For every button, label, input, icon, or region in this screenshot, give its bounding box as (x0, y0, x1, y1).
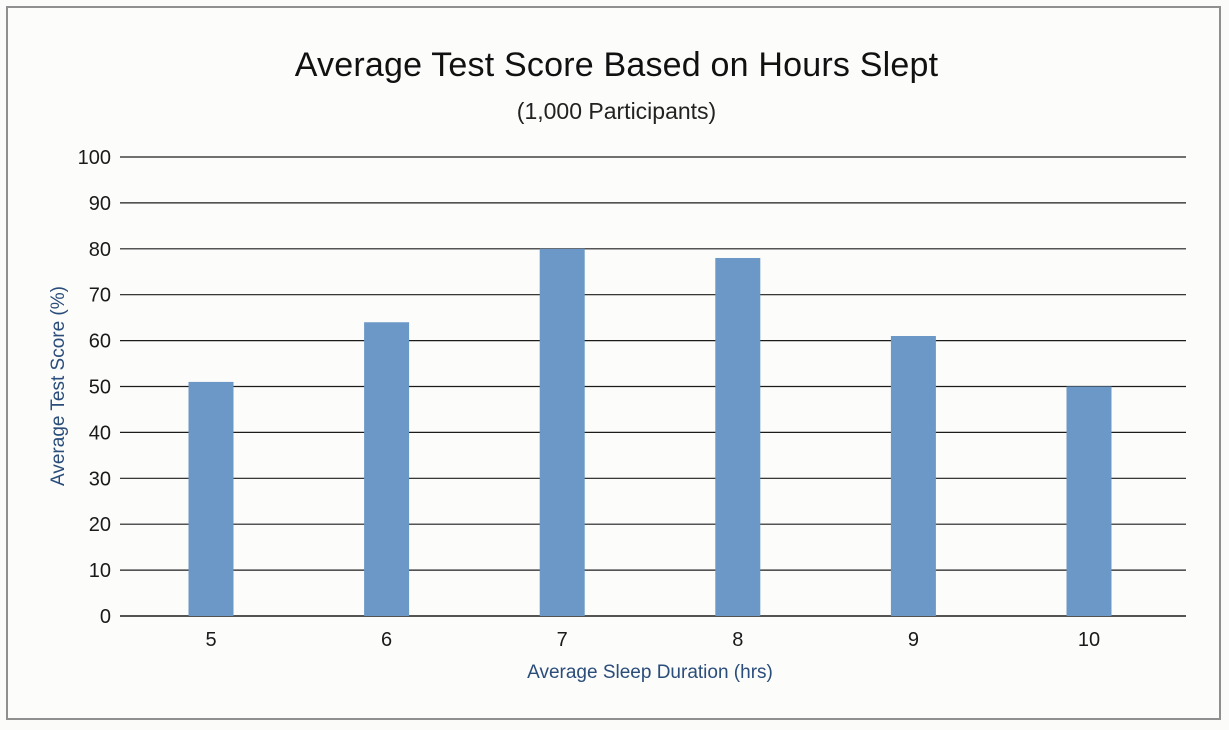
bar-6 (364, 322, 410, 616)
x-axis-label: Average Sleep Duration (hrs) (527, 662, 773, 683)
x-tick-label: 8 (732, 629, 743, 651)
y-axis-label: Average Test Score (%) (48, 286, 69, 486)
chart-subtitle: (1,000 Participants) (516, 98, 717, 124)
x-tick-label: 10 (1078, 629, 1100, 651)
y-tick-labels: 0 10 20 30 40 50 60 70 80 90 100 (78, 147, 111, 628)
gridlines (120, 156, 1186, 617)
bar-9 (890, 336, 936, 616)
y-tick-label: 30 (89, 468, 111, 490)
bar-10 (1066, 386, 1112, 616)
x-tick-label: 9 (908, 629, 919, 651)
x-tick-label: 6 (381, 629, 392, 651)
y-tick-label: 40 (89, 422, 111, 444)
bar-7 (539, 248, 585, 617)
y-tick-label: 0 (100, 606, 111, 628)
chart-title: Average Test Score Based on Hours Slept (294, 46, 939, 84)
y-tick-label: 20 (89, 514, 111, 536)
y-tick-label: 90 (89, 193, 111, 215)
y-tick-label: 80 (89, 239, 111, 261)
bar-8 (715, 257, 761, 616)
y-tick-label: 70 (89, 285, 111, 307)
x-tick-labels: 5 6 7 8 9 10 (205, 629, 1100, 651)
bar-5 (188, 381, 234, 616)
y-tick-label: 60 (89, 331, 111, 353)
y-tick-label: 50 (89, 377, 111, 399)
y-tick-label: 100 (78, 147, 111, 169)
bars (188, 248, 1112, 617)
x-tick-label: 5 (205, 629, 216, 651)
y-tick-label: 10 (89, 560, 111, 582)
x-tick-label: 7 (557, 629, 568, 651)
